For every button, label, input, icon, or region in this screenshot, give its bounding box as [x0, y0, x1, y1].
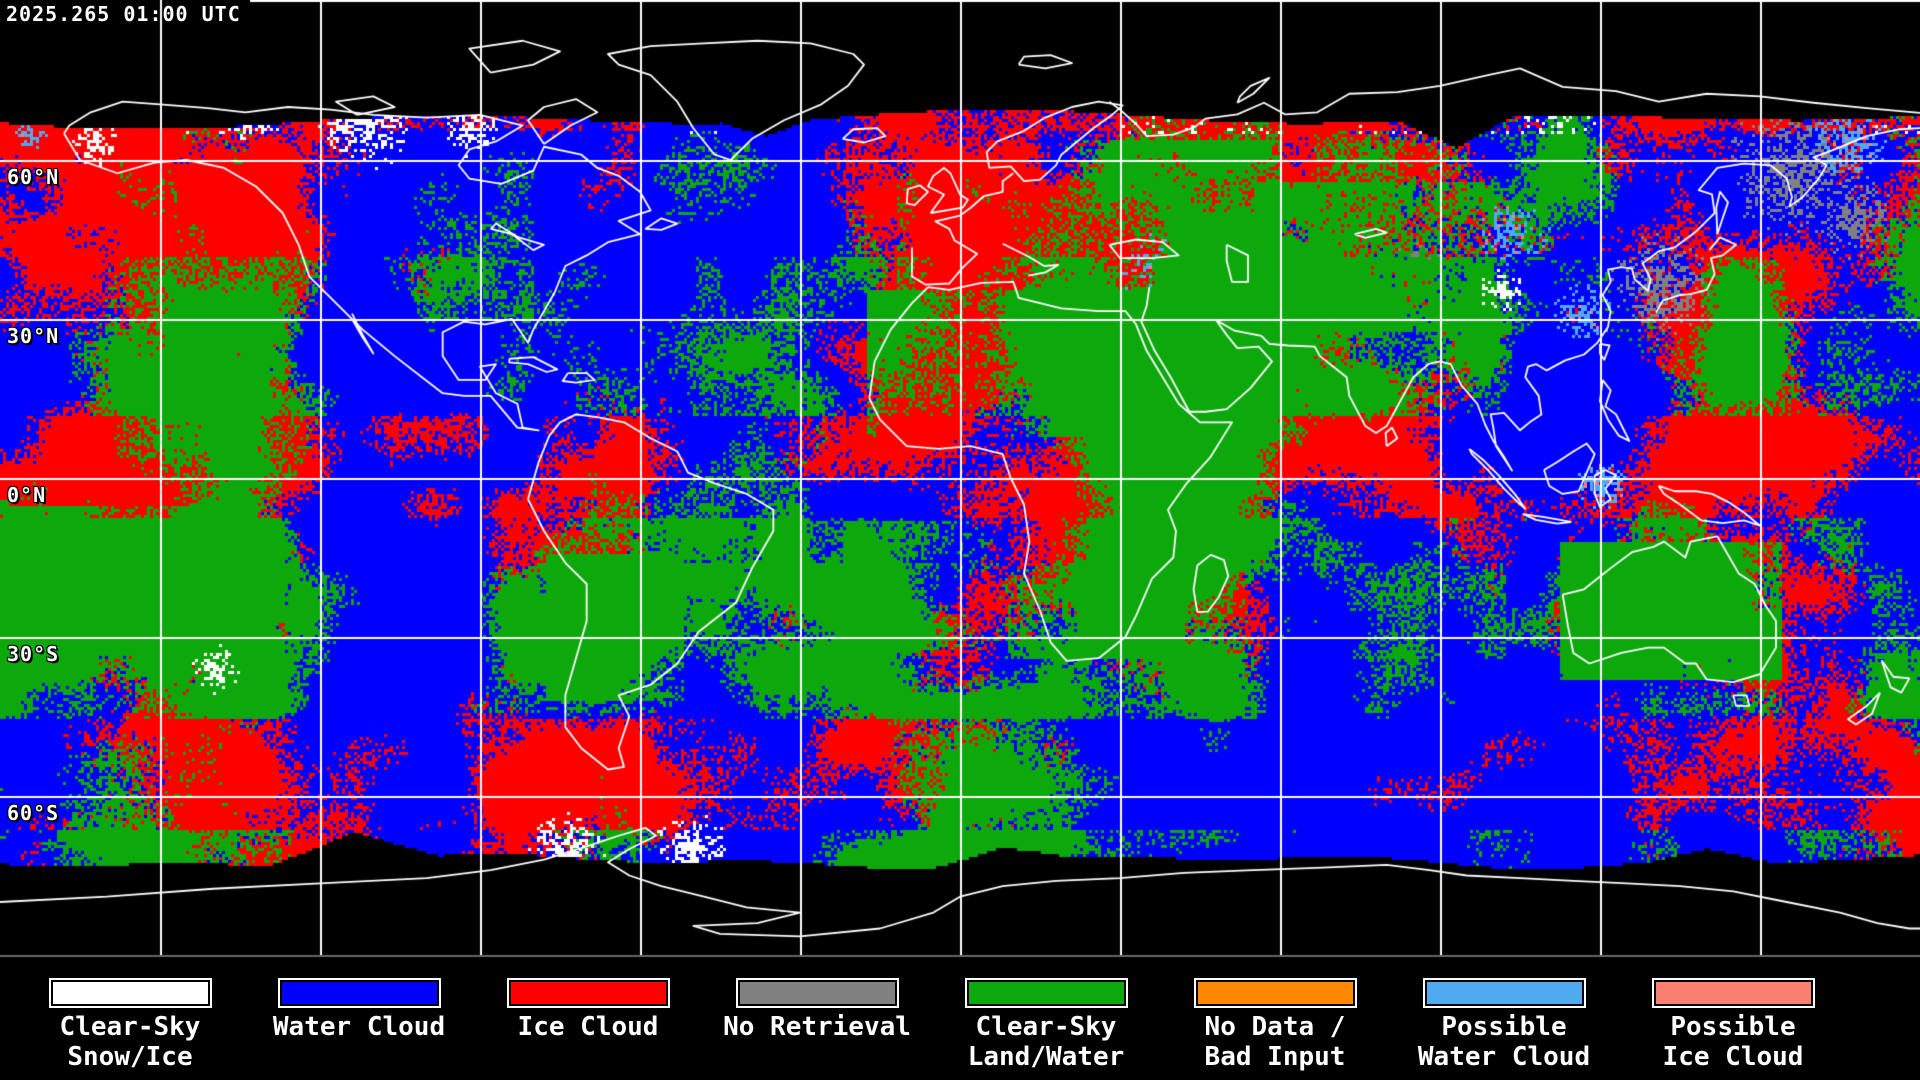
legend-swatch-no-retrieval	[735, 978, 899, 1008]
legend-label-water-cloud: Water Cloud	[272, 1012, 446, 1042]
legend-label-possible-water-cloud: Possible Water Cloud	[1417, 1012, 1591, 1072]
legend-label-no-retrieval: No Retrieval	[723, 1012, 911, 1042]
latitude-label: 60°N	[7, 165, 60, 189]
legend-swatch-ice-cloud	[506, 978, 670, 1008]
latitude-label: 30°S	[7, 642, 60, 666]
legend-swatch-possible-ice-cloud	[1651, 978, 1815, 1008]
latitude-label: 0°N	[7, 483, 47, 507]
legend-swatch-possible-water-cloud	[1422, 978, 1586, 1008]
legend-swatch-clear-sky-land-water	[964, 978, 1128, 1008]
legend-bar: Clear-Sky Snow/Ice Water Cloud Ice Cloud No…	[0, 958, 1920, 1080]
latitude-label: 30°N	[7, 324, 60, 348]
latitude-label: 60°S	[7, 801, 60, 825]
legend-label-no-data-bad-input: No Data / Bad Input	[1204, 1012, 1346, 1072]
legend-label-ice-cloud: Ice Cloud	[517, 1012, 659, 1042]
legend-swatch-no-data-bad-input	[1193, 978, 1357, 1008]
legend-swatch-clear-sky-snow-ice	[48, 978, 212, 1008]
legend-label-clear-sky-snow-ice: Clear-Sky Snow/Ice	[59, 1012, 201, 1072]
timestamp-label: 2025.265 01:00 UTC	[6, 2, 241, 26]
legend-swatch-water-cloud	[277, 978, 441, 1008]
legend-label-possible-ice-cloud: Possible Ice Cloud	[1662, 1012, 1804, 1072]
legend-label-clear-sky-land-water: Clear-Sky Land/Water	[967, 1012, 1125, 1072]
